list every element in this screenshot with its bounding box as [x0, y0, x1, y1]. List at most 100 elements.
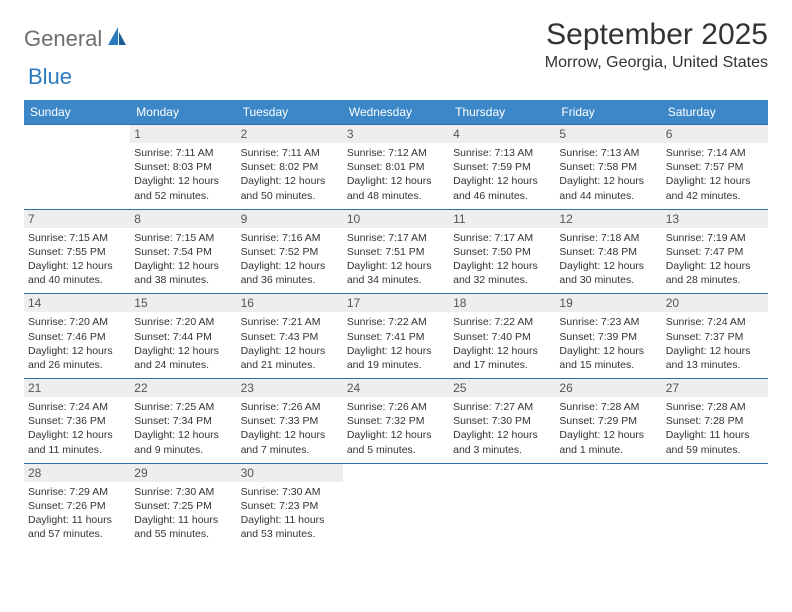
day-details: Sunrise: 7:15 AMSunset: 7:55 PMDaylight:…: [28, 231, 126, 288]
calendar-cell: [24, 125, 130, 210]
day-number: 14: [24, 294, 130, 312]
day-number: 2: [237, 125, 343, 143]
sunset-text: Sunset: 7:30 PM: [453, 414, 551, 428]
sunset-text: Sunset: 7:48 PM: [559, 245, 657, 259]
day-number: 9: [237, 210, 343, 228]
daylight-text: Daylight: 12 hours and 15 minutes.: [559, 344, 657, 372]
sunrise-text: Sunrise: 7:17 AM: [453, 231, 551, 245]
sunrise-text: Sunrise: 7:24 AM: [666, 315, 764, 329]
day-details: Sunrise: 7:18 AMSunset: 7:48 PMDaylight:…: [559, 231, 657, 288]
day-details: Sunrise: 7:20 AMSunset: 7:44 PMDaylight:…: [134, 315, 232, 372]
calendar-cell: 6Sunrise: 7:14 AMSunset: 7:57 PMDaylight…: [662, 125, 768, 210]
weekday-header: Wednesday: [343, 100, 449, 125]
day-details: Sunrise: 7:15 AMSunset: 7:54 PMDaylight:…: [134, 231, 232, 288]
day-number: 1: [130, 125, 236, 143]
calendar-row: 14 Sunrise: 7:20 AMSunset: 7:46 PMDayligh…: [24, 294, 768, 379]
day-number: 21: [24, 379, 130, 397]
calendar-cell: [662, 463, 768, 547]
day-number: 13: [662, 210, 768, 228]
daylight-text: Daylight: 12 hours and 42 minutes.: [666, 174, 764, 202]
sunrise-text: Sunrise: 7:19 AM: [666, 231, 764, 245]
sunset-text: Sunset: 7:40 PM: [453, 330, 551, 344]
sunset-text: Sunset: 7:32 PM: [347, 414, 445, 428]
day-number: 5: [555, 125, 661, 143]
daylight-text: Daylight: 12 hours and 17 minutes.: [453, 344, 551, 372]
calendar-cell: [343, 463, 449, 547]
day-number: 27: [662, 379, 768, 397]
weekday-header: Sunday: [24, 100, 130, 125]
sunset-text: Sunset: 7:47 PM: [666, 245, 764, 259]
calendar-cell: 22Sunrise: 7:25 AMSunset: 7:34 PMDayligh…: [130, 379, 236, 464]
sunset-text: Sunset: 7:43 PM: [241, 330, 339, 344]
daylight-text: Daylight: 11 hours and 59 minutes.: [666, 428, 764, 456]
sunrise-text: Sunrise: 7:13 AM: [453, 146, 551, 160]
weekday-header: Tuesday: [237, 100, 343, 125]
daylight-text: Daylight: 12 hours and 19 minutes.: [347, 344, 445, 372]
day-details: Sunrise: 7:20 AMSunset: 7:46 PMDaylight:…: [28, 315, 126, 372]
calendar-cell: 16Sunrise: 7:21 AMSunset: 7:43 PMDayligh…: [237, 294, 343, 379]
daylight-text: Daylight: 12 hours and 28 minutes.: [666, 259, 764, 287]
daylight-text: Daylight: 12 hours and 5 minutes.: [347, 428, 445, 456]
day-details: Sunrise: 7:16 AMSunset: 7:52 PMDaylight:…: [241, 231, 339, 288]
sunset-text: Sunset: 7:25 PM: [134, 499, 232, 513]
day-details: Sunrise: 7:17 AMSunset: 7:51 PMDaylight:…: [347, 231, 445, 288]
sunrise-text: Sunrise: 7:13 AM: [559, 146, 657, 160]
daylight-text: Daylight: 12 hours and 40 minutes.: [28, 259, 126, 287]
sunrise-text: Sunrise: 7:11 AM: [134, 146, 232, 160]
calendar-row: 28Sunrise: 7:29 AMSunset: 7:26 PMDayligh…: [24, 463, 768, 547]
day-details: Sunrise: 7:26 AMSunset: 7:33 PMDaylight:…: [241, 400, 339, 457]
weekday-header: Saturday: [662, 100, 768, 125]
calendar-cell: 14 Sunrise: 7:20 AMSunset: 7:46 PMDayligh…: [24, 294, 130, 379]
sunrise-text: Sunrise: 7:17 AM: [347, 231, 445, 245]
calendar-row: 21Sunrise: 7:24 AMSunset: 7:36 PMDayligh…: [24, 379, 768, 464]
calendar-cell: 24Sunrise: 7:26 AMSunset: 7:32 PMDayligh…: [343, 379, 449, 464]
sunset-text: Sunset: 7:36 PM: [28, 414, 126, 428]
sunset-text: Sunset: 7:28 PM: [666, 414, 764, 428]
daylight-text: Daylight: 12 hours and 3 minutes.: [453, 428, 551, 456]
day-number: 26: [555, 379, 661, 397]
day-details: Sunrise: 7:25 AMSunset: 7:34 PMDaylight:…: [134, 400, 232, 457]
sunrise-text: Sunrise: 7:28 AM: [559, 400, 657, 414]
sunset-text: Sunset: 7:57 PM: [666, 160, 764, 174]
calendar-cell: 8Sunrise: 7:15 AMSunset: 7:54 PMDaylight…: [130, 209, 236, 294]
sunset-text: Sunset: 7:50 PM: [453, 245, 551, 259]
daylight-text: Daylight: 11 hours and 53 minutes.: [241, 513, 339, 541]
calendar-cell: 27Sunrise: 7:28 AMSunset: 7:28 PMDayligh…: [662, 379, 768, 464]
daylight-text: Daylight: 12 hours and 13 minutes.: [666, 344, 764, 372]
day-number: 29: [130, 464, 236, 482]
sunset-text: Sunset: 7:23 PM: [241, 499, 339, 513]
sunset-text: Sunset: 8:03 PM: [134, 160, 232, 174]
sunrise-text: Sunrise: 7:26 AM: [241, 400, 339, 414]
weekday-header-row: Sunday Monday Tuesday Wednesday Thursday…: [24, 100, 768, 125]
calendar-cell: 10Sunrise: 7:17 AMSunset: 7:51 PMDayligh…: [343, 209, 449, 294]
logo-text-general: General: [24, 26, 102, 52]
sunset-text: Sunset: 8:02 PM: [241, 160, 339, 174]
sunset-text: Sunset: 7:29 PM: [559, 414, 657, 428]
calendar-cell: 15Sunrise: 7:20 AMSunset: 7:44 PMDayligh…: [130, 294, 236, 379]
calendar-table: Sunday Monday Tuesday Wednesday Thursday…: [24, 100, 768, 547]
calendar-cell: 30Sunrise: 7:30 AMSunset: 7:23 PMDayligh…: [237, 463, 343, 547]
calendar-cell: 13 Sunrise: 7:19 AMSunset: 7:47 PMDayligh…: [662, 209, 768, 294]
daylight-text: Daylight: 12 hours and 7 minutes.: [241, 428, 339, 456]
sunrise-text: Sunrise: 7:25 AM: [134, 400, 232, 414]
day-number: 11: [449, 210, 555, 228]
day-details: Sunrise: 7:22 AMSunset: 7:41 PMDaylight:…: [347, 315, 445, 372]
calendar-cell: 21Sunrise: 7:24 AMSunset: 7:36 PMDayligh…: [24, 379, 130, 464]
daylight-text: Daylight: 12 hours and 50 minutes.: [241, 174, 339, 202]
sunrise-text: Sunrise: 7:14 AM: [666, 146, 764, 160]
calendar-row: 7Sunrise: 7:15 AMSunset: 7:55 PMDaylight…: [24, 209, 768, 294]
day-number: 19: [555, 294, 661, 312]
calendar-cell: 7Sunrise: 7:15 AMSunset: 7:55 PMDaylight…: [24, 209, 130, 294]
sunset-text: Sunset: 7:33 PM: [241, 414, 339, 428]
sunrise-text: Sunrise: 7:20 AM: [134, 315, 232, 329]
sunset-text: Sunset: 7:39 PM: [559, 330, 657, 344]
daylight-text: Daylight: 12 hours and 38 minutes.: [134, 259, 232, 287]
daylight-text: Daylight: 12 hours and 1 minute.: [559, 428, 657, 456]
day-details: Sunrise: 7:23 AMSunset: 7:39 PMDaylight:…: [559, 315, 657, 372]
sunrise-text: Sunrise: 7:16 AM: [241, 231, 339, 245]
day-number: 4: [449, 125, 555, 143]
sunrise-text: Sunrise: 7:21 AM: [241, 315, 339, 329]
day-details: Sunrise: 7:14 AMSunset: 7:57 PMDaylight:…: [666, 146, 764, 203]
day-number: 12: [555, 210, 661, 228]
sunrise-text: Sunrise: 7:20 AM: [28, 315, 126, 329]
